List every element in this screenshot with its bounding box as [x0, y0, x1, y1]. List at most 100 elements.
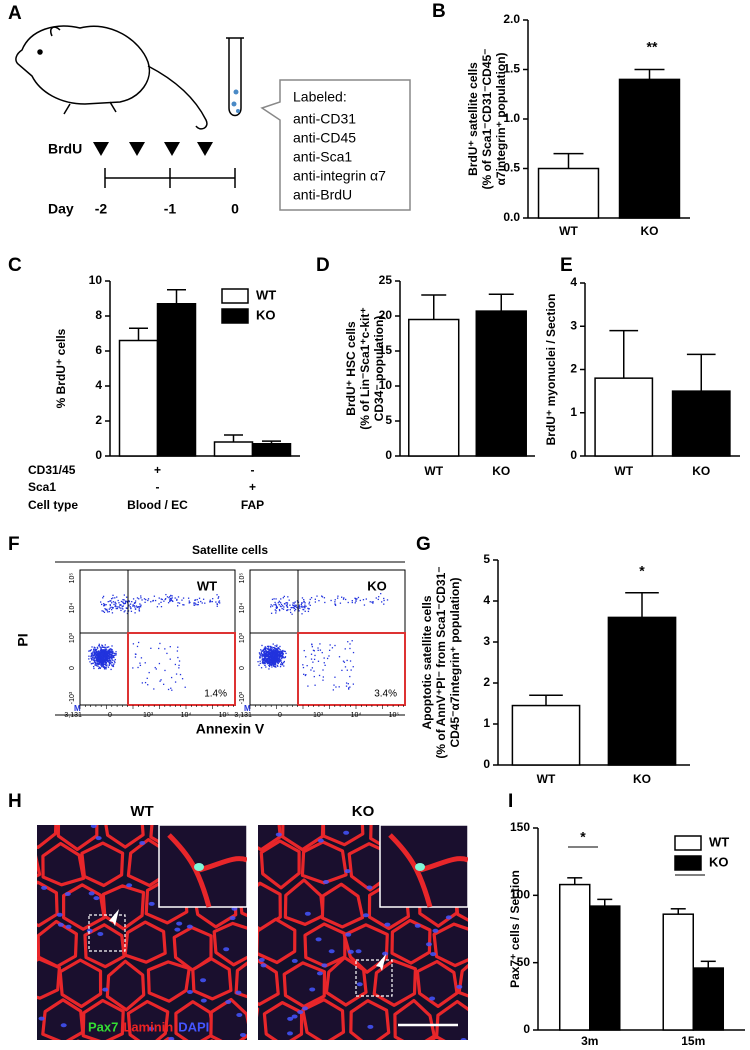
- flow-event: [134, 653, 137, 655]
- flow-event: [305, 656, 307, 658]
- flow-event: [115, 602, 117, 605]
- flow-event: [150, 647, 152, 649]
- flow-event: [98, 652, 101, 654]
- flow-event: [134, 656, 137, 658]
- flow-event: [145, 598, 147, 601]
- flow-event: [97, 663, 99, 666]
- y-tick-label: 2.0: [503, 12, 520, 26]
- flow-event: [112, 655, 114, 657]
- flow-event: [355, 599, 357, 601]
- flow-event: [287, 596, 289, 598]
- flow-event: [150, 601, 152, 603]
- flow-event: [108, 661, 110, 664]
- flow-event: [314, 654, 316, 657]
- flow-event: [279, 655, 281, 657]
- flow-event: [280, 652, 283, 654]
- laminin-fiber: [368, 1045, 409, 1050]
- flow-event: [167, 688, 170, 691]
- flow-event: [99, 667, 101, 669]
- dapi-nucleus: [258, 957, 265, 962]
- laminin-fiber: [441, 767, 480, 809]
- flow-event: [301, 606, 303, 608]
- flow-event: [270, 658, 272, 660]
- dapi-nucleus: [316, 971, 323, 976]
- flow-event: [195, 603, 197, 605]
- flow-event: [277, 654, 279, 656]
- flow-event: [305, 605, 307, 607]
- flow-event: [273, 665, 275, 667]
- flow-event: [138, 609, 140, 611]
- dapi-nucleus: [367, 1024, 374, 1029]
- flow-event: [112, 664, 114, 666]
- flow-event: [270, 662, 273, 664]
- flow-event: [140, 597, 142, 599]
- flow-event: [275, 655, 277, 658]
- flow-event: [211, 600, 213, 603]
- flow-event: [104, 657, 106, 659]
- flow-event: [90, 657, 92, 659]
- flow-event: [95, 657, 98, 659]
- flow-event: [100, 657, 103, 659]
- flow-event: [166, 652, 168, 655]
- flow-event: [261, 662, 263, 664]
- flow-event: [135, 605, 138, 607]
- flow-event: [99, 655, 102, 657]
- flow-event: [101, 646, 103, 648]
- flow-event: [138, 607, 140, 609]
- flow-event: [158, 662, 161, 665]
- bar: [671, 390, 731, 457]
- flow-event: [295, 605, 297, 608]
- flow-event: [103, 611, 106, 614]
- flow-event: [107, 646, 110, 648]
- flow-event: [93, 661, 96, 663]
- flow-event: [177, 596, 180, 598]
- flow-event: [110, 598, 113, 600]
- flow-event: [153, 688, 155, 690]
- flow-event: [124, 602, 127, 605]
- flow-event: [261, 659, 263, 661]
- flow-event: [153, 595, 156, 597]
- flow-event: [102, 595, 105, 598]
- flow-event: [178, 664, 180, 667]
- x-tick-label: 15m: [681, 1034, 705, 1048]
- flow-event: [112, 652, 114, 654]
- flow-event: [169, 646, 171, 648]
- flow-event: [280, 653, 282, 655]
- flow-event: [99, 661, 101, 663]
- flow-event: [110, 608, 113, 611]
- flow-event: [169, 595, 171, 598]
- flow-event: [260, 649, 262, 651]
- flow-event: [117, 606, 119, 608]
- laminin-fiber: [321, 825, 365, 847]
- flow-event: [188, 600, 190, 602]
- laminin-fiber: [372, 958, 417, 1007]
- flow-event: [104, 647, 106, 649]
- laminin-fiber: [326, 1044, 367, 1050]
- flow-event: [201, 602, 203, 604]
- flow-event: [147, 599, 149, 602]
- flow-event: [352, 683, 355, 685]
- flow-event: [261, 655, 264, 657]
- laminin-fiber: [101, 1042, 142, 1050]
- flow-event: [273, 604, 275, 606]
- laminin-fiber: [126, 999, 170, 1040]
- dapi-nucleus: [286, 1031, 293, 1036]
- dapi-nucleus: [200, 978, 207, 983]
- flow-event: [322, 669, 324, 671]
- dapi-nucleus: [366, 885, 373, 890]
- dapi-nucleus: [322, 879, 329, 884]
- dapi-nucleus: [291, 958, 298, 963]
- flow-event: [386, 599, 389, 601]
- flow-event: [104, 607, 106, 610]
- flow-event: [375, 597, 377, 599]
- flow-event: [277, 655, 279, 657]
- flow-event: [92, 666, 95, 668]
- x-tick-label: WT: [559, 224, 578, 238]
- flow-event: [272, 662, 275, 665]
- flow-event: [139, 662, 141, 664]
- flow-event: [104, 650, 106, 653]
- flow-event: [113, 654, 116, 657]
- flow-event: [304, 610, 306, 612]
- flow-event: [275, 659, 277, 661]
